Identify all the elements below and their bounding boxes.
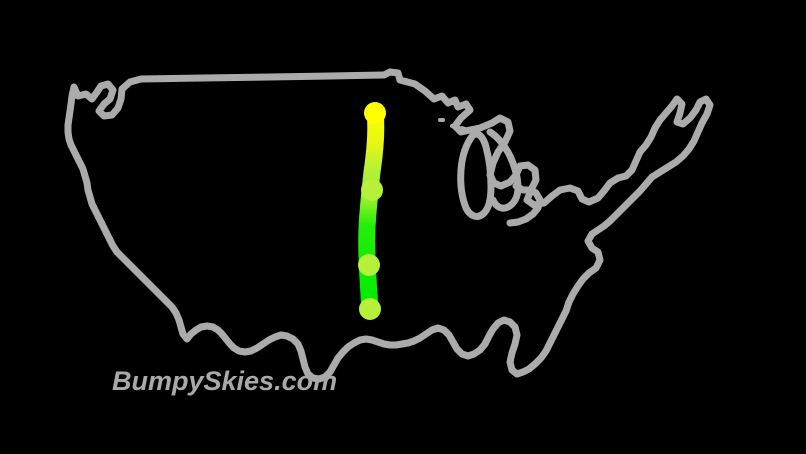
- waypoint-3[interactable]: [358, 254, 380, 276]
- waypoint-2[interactable]: [361, 179, 383, 201]
- lake-island-marks: [438, 118, 467, 131]
- us-mainland-outline: [64, 68, 714, 383]
- bumpyskies-watermark: BumpySkies.com: [112, 366, 338, 396]
- origin-waypoint[interactable]: [364, 102, 386, 124]
- destination-waypoint[interactable]: [359, 298, 381, 320]
- us-outline-group: [64, 68, 714, 383]
- michigan-erie-shore: [506, 182, 544, 227]
- flight-route-group[interactable]: [358, 102, 386, 320]
- lake-michigan-outline: [457, 130, 495, 220]
- flight-route-line[interactable]: [358, 102, 385, 318]
